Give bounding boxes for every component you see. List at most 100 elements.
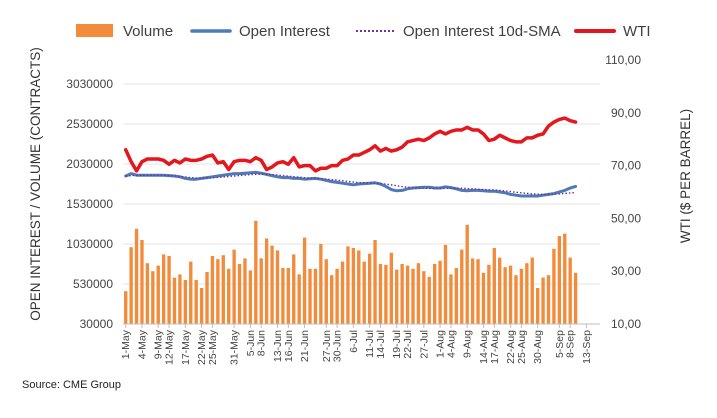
x-tick-label: 14-Aug bbox=[478, 330, 490, 364]
x-tick-label: 25-May bbox=[207, 329, 219, 365]
volume-bar bbox=[270, 245, 274, 324]
x-tick-label: 9-May bbox=[153, 329, 165, 359]
volume-bar bbox=[232, 249, 236, 324]
volume-bar bbox=[248, 270, 253, 324]
volume-bar bbox=[134, 228, 139, 324]
volume-bar bbox=[362, 261, 366, 324]
y-axis-right-ticks: 10,00 30,00 50,00 70,00 90,00 110,00 bbox=[605, 53, 641, 331]
volume-bar bbox=[535, 288, 540, 324]
volume-bar bbox=[568, 257, 572, 324]
volume-bar bbox=[302, 237, 307, 324]
volume-bar bbox=[324, 259, 328, 324]
volume-bar bbox=[405, 265, 410, 324]
volume-bar bbox=[492, 248, 496, 324]
volume-bar bbox=[151, 271, 155, 324]
volume-bar bbox=[254, 220, 258, 324]
volume-bar bbox=[156, 265, 160, 324]
x-tick-label: 4-Aug bbox=[445, 330, 457, 358]
y-left-tick-label: 3030000 bbox=[66, 77, 113, 91]
y-right-tick-label: 50,00 bbox=[611, 211, 641, 225]
x-tick-label: 5-Sep bbox=[554, 330, 566, 358]
volume-bar bbox=[411, 268, 415, 324]
volume-bar bbox=[487, 264, 491, 324]
y-axis-right-title: WTI ($ PER BARREL) bbox=[678, 109, 693, 243]
volume-bar bbox=[124, 291, 128, 324]
y-right-tick-label: 70,00 bbox=[611, 159, 641, 173]
volume-bar bbox=[145, 263, 150, 324]
y-axis-left-ticks: 30000 530000 1030000 1530000 2030000 2530000 3… bbox=[66, 77, 113, 331]
volume-bar bbox=[259, 258, 263, 324]
volume-bar bbox=[129, 247, 133, 324]
x-tick-label: 12-May bbox=[164, 329, 176, 365]
volume-bar bbox=[476, 259, 480, 324]
volume-bar bbox=[395, 269, 399, 324]
volume-bar bbox=[541, 277, 545, 324]
volume-bar bbox=[563, 233, 567, 324]
x-tick-label: 5-Jun bbox=[245, 330, 257, 356]
volume-bar bbox=[367, 253, 372, 324]
legend-swatch-volume bbox=[76, 24, 113, 37]
y-left-tick-label: 1030000 bbox=[66, 237, 113, 251]
volume-bar bbox=[199, 288, 204, 324]
volume-bar bbox=[264, 238, 269, 324]
open-interest-line bbox=[124, 170, 578, 198]
y-left-tick-label: 1530000 bbox=[66, 197, 113, 211]
x-tick-label: 1-Aug bbox=[435, 330, 447, 358]
x-tick-label: 27-Jun bbox=[321, 330, 333, 362]
volume-bar bbox=[346, 246, 350, 324]
x-tick-label: 1-May bbox=[120, 329, 132, 359]
volume-bar bbox=[373, 240, 377, 324]
volume-bar bbox=[454, 268, 459, 324]
volume-bar bbox=[172, 277, 177, 324]
volume-bar bbox=[519, 268, 524, 324]
volume-bar bbox=[530, 257, 534, 324]
source-note: Source: CME Group bbox=[22, 379, 122, 391]
x-tick-label: 11-Jul bbox=[364, 330, 376, 358]
volume-bar bbox=[286, 268, 291, 324]
chart-legend: Volume Open Interest Open Interest 10d-SMA… bbox=[76, 23, 651, 40]
volume-bar bbox=[319, 244, 323, 324]
volume-bar bbox=[140, 240, 144, 324]
volume-bar bbox=[340, 261, 345, 324]
volume-bar bbox=[427, 276, 431, 324]
volume-bar bbox=[503, 267, 507, 324]
volume-bar bbox=[308, 268, 312, 324]
x-tick-label: 30-Jun bbox=[332, 330, 344, 362]
volume-bar bbox=[167, 256, 171, 324]
x-tick-label: 6-Jul bbox=[348, 330, 360, 353]
volume-bar bbox=[573, 272, 578, 324]
volume-bar bbox=[205, 272, 209, 324]
volume-bars bbox=[124, 220, 578, 324]
volume-bar bbox=[432, 264, 437, 324]
volume-bar bbox=[194, 280, 198, 324]
volume-bar bbox=[481, 272, 486, 324]
x-tick-label: 8-Jun bbox=[256, 330, 268, 356]
y-right-tick-label: 90,00 bbox=[611, 106, 641, 120]
y-right-tick-label: 10,00 bbox=[611, 317, 641, 331]
legend-label-wti: WTI bbox=[623, 23, 651, 40]
x-tick-label: 16-Jun bbox=[283, 330, 295, 362]
volume-bar bbox=[389, 252, 393, 324]
volume-bar bbox=[384, 264, 388, 324]
volume-bar bbox=[508, 265, 513, 324]
volume-bar bbox=[357, 250, 361, 324]
volume-bar bbox=[416, 263, 421, 324]
volume-bar bbox=[351, 248, 356, 324]
volume-bar bbox=[552, 248, 556, 324]
x-tick-label: 17-Aug bbox=[489, 330, 501, 364]
volume-bar bbox=[438, 260, 442, 324]
volume-bar bbox=[460, 249, 464, 324]
volume-bar bbox=[161, 254, 166, 324]
x-tick-label: 27-Jul bbox=[418, 330, 430, 359]
x-tick-label: 22-Jul bbox=[402, 330, 414, 359]
volume-bar bbox=[237, 264, 242, 324]
volume-bar bbox=[378, 264, 383, 324]
x-tick-label: 21-Jun bbox=[299, 330, 311, 362]
volume-bar bbox=[400, 264, 404, 324]
volume-bar bbox=[178, 274, 182, 324]
volume-bar bbox=[335, 268, 339, 324]
volume-bar bbox=[525, 263, 529, 324]
y-right-tick-label: 110,00 bbox=[605, 53, 641, 67]
